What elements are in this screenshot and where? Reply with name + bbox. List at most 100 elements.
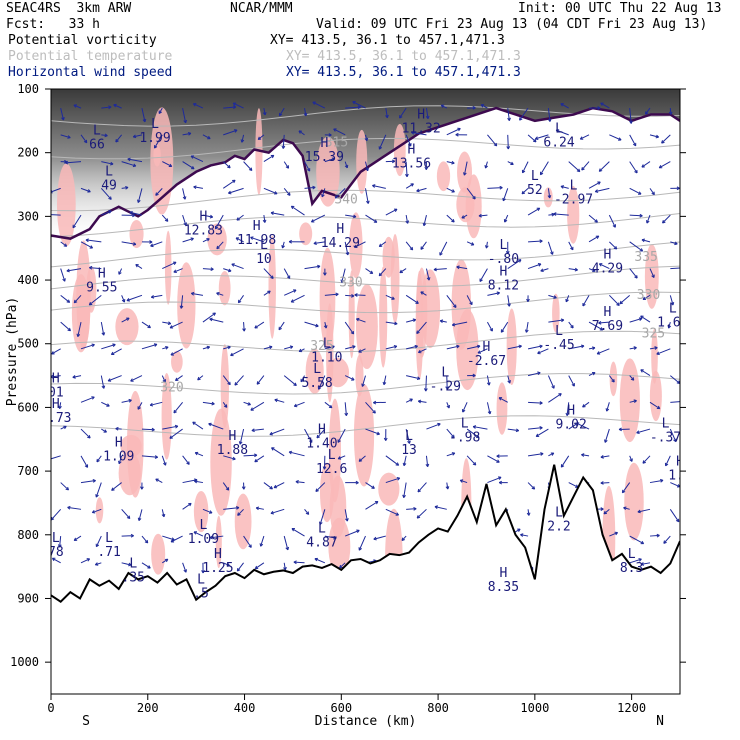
wind-arrowhead — [352, 345, 356, 349]
extremum-high-marker: H — [98, 267, 106, 282]
wind-arrowhead — [472, 425, 477, 429]
wind-arrowhead — [642, 296, 647, 301]
wind-arrowhead — [658, 164, 663, 169]
wind-arrowhead — [393, 344, 398, 349]
wind-arrowhead — [237, 299, 242, 304]
wind-arrowhead — [216, 245, 220, 250]
wind-arrowhead — [164, 218, 169, 222]
wind-arrow — [582, 401, 590, 408]
wind-arrow — [446, 295, 457, 308]
wind-arrow — [669, 428, 677, 442]
wind-arrowhead — [413, 506, 417, 511]
wind-arrowhead — [423, 388, 428, 392]
wind-arrowhead — [101, 332, 106, 336]
wind-arrow — [256, 507, 264, 510]
wind-arrowhead — [288, 450, 293, 455]
wind-arrowhead — [484, 165, 489, 169]
extremum-high-marker: H — [320, 136, 328, 151]
wind-arrowhead — [315, 323, 319, 328]
wind-arrowhead — [270, 154, 275, 159]
wind-arrowhead — [629, 458, 633, 462]
wind-arrowhead — [173, 269, 177, 274]
wind-arrow — [312, 101, 326, 109]
wind-arrowhead — [493, 142, 498, 147]
pv-positive-blob — [268, 235, 276, 339]
wind-arrow — [254, 455, 265, 463]
wind-arrowhead — [234, 129, 238, 133]
wind-arrow — [80, 187, 91, 193]
wind-arrowhead — [526, 298, 530, 302]
wind-arrowhead — [618, 427, 622, 432]
pv-positive-blob — [153, 144, 161, 167]
wind-arrowhead — [510, 161, 514, 166]
y-tick-label: 1000 — [10, 655, 39, 669]
wind-arrowhead — [651, 274, 655, 278]
wind-arrowhead — [94, 562, 99, 566]
wind-arrowhead — [365, 167, 369, 172]
wind-arrow — [294, 401, 305, 407]
header-model: SEAC4RS 3km ARW — [6, 1, 132, 16]
wind-arrowhead — [594, 219, 598, 223]
wind-arrowhead — [334, 195, 339, 199]
wind-arrow — [406, 345, 418, 350]
wind-arrowhead — [520, 533, 524, 537]
wind-arrowhead — [352, 101, 356, 105]
wind-arrowhead — [270, 510, 274, 515]
extremum-high-marker: H — [115, 435, 123, 450]
wind-arrow — [603, 508, 610, 515]
wind-arrow — [621, 482, 631, 494]
extremum-value-label: 11.98 — [237, 233, 276, 248]
wind-arrow — [540, 161, 549, 176]
wind-arrowhead — [259, 543, 264, 547]
wind-arrow — [80, 428, 91, 439]
wind-arrowhead — [416, 376, 421, 381]
wind-arrowhead — [153, 343, 158, 347]
extremum-value-label: 5.58 — [301, 376, 332, 391]
wind-arrowhead — [540, 452, 544, 456]
theta-isoline — [51, 265, 680, 290]
wind-arrow — [182, 502, 192, 510]
wind-arrowhead — [132, 242, 137, 246]
wind-arrow — [405, 294, 419, 304]
wind-arrowhead — [337, 439, 341, 443]
pv-positive-blob — [328, 517, 351, 576]
wind-arrow — [560, 455, 570, 468]
wind-arrowhead — [232, 105, 237, 110]
wind-arrow — [649, 401, 661, 410]
wind-arrowhead — [51, 557, 56, 562]
wind-arrow — [507, 259, 522, 270]
wind-arrow — [365, 214, 378, 223]
extremum-value-label: .35 — [122, 570, 145, 585]
wind-arrowhead — [581, 166, 585, 171]
wind-arrow — [250, 236, 265, 243]
wind-arrowhead — [632, 142, 637, 147]
wind-arrow — [507, 375, 511, 384]
wind-arrowhead — [395, 462, 400, 466]
wind-arrowhead — [644, 111, 649, 115]
wind-arrowhead — [506, 146, 511, 150]
wind-arrowhead — [401, 537, 406, 541]
wind-arrowhead — [502, 197, 506, 202]
wind-arrow — [547, 375, 555, 389]
wind-arrowhead — [433, 267, 437, 272]
pv-positive-blob — [378, 472, 400, 506]
pv-positive-blob — [420, 269, 441, 349]
wind-arrowhead — [150, 294, 155, 299]
wind-arrowhead — [614, 531, 618, 536]
wind-arrow — [304, 509, 310, 515]
wind-arrow — [222, 161, 231, 169]
wind-arrowhead — [241, 486, 246, 490]
theta-isoline — [51, 415, 680, 437]
wind-arrow — [222, 482, 230, 491]
wind-arrowhead — [351, 377, 355, 381]
wind-arrow — [150, 241, 163, 247]
wind-arrow — [321, 188, 326, 198]
wind-arrow — [467, 345, 481, 350]
wind-arrow — [236, 562, 244, 572]
wind-arrowhead — [118, 460, 122, 465]
wind-arrowhead — [592, 371, 596, 376]
wind-arrow — [417, 482, 427, 493]
wind-arrow — [446, 452, 455, 457]
wind-arrowhead — [358, 458, 363, 462]
wind-arrow — [324, 345, 335, 350]
